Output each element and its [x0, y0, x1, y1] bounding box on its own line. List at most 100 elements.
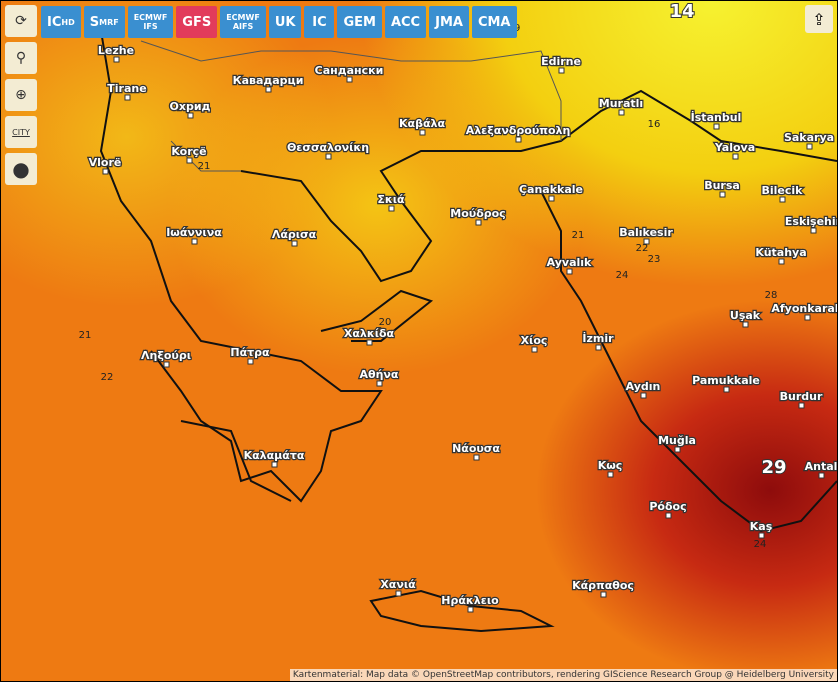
city-label: Vlorë — [89, 156, 122, 169]
city-label: Pamukkale — [692, 374, 760, 387]
model-sub: MRF — [99, 17, 119, 27]
city-marker — [419, 129, 426, 136]
location-button[interactable]: ⚲ — [5, 42, 37, 74]
model-name: ECMWF — [226, 13, 260, 22]
city-marker — [732, 153, 739, 160]
city-marker — [798, 402, 805, 409]
model-name: GFS — [182, 14, 212, 30]
city-label: Antal — [805, 460, 837, 473]
isotherm-label: 23 — [648, 254, 661, 265]
model-button[interactable]: S MRF — [83, 6, 125, 38]
model-button[interactable]: CMA — [471, 6, 517, 38]
city-label: Ιωάννινα — [166, 226, 222, 239]
city-label: Ρόδος — [649, 500, 686, 513]
city-marker — [475, 219, 482, 226]
city-label: Korçë — [171, 145, 206, 158]
model-button[interactable]: JMA — [429, 6, 469, 38]
model-button[interactable]: ECMWF AIFS — [220, 6, 266, 38]
isotherm-label: 24 — [616, 270, 629, 281]
city-marker — [742, 321, 749, 328]
city-label: Kütahya — [755, 246, 806, 259]
model-name: CMA — [477, 14, 511, 30]
city-label: Tirane — [107, 82, 146, 95]
city-label: İstanbul — [691, 110, 742, 124]
city-toggle[interactable]: CITY — [5, 116, 37, 148]
city-marker — [778, 258, 785, 265]
model-name: ACC — [390, 14, 421, 30]
city-marker — [467, 606, 474, 613]
city-label: Κως — [598, 459, 623, 472]
city-label: Eskişehir — [785, 215, 837, 228]
city-marker — [713, 123, 720, 130]
coastlines — [99, 30, 837, 633]
city-marker — [806, 143, 813, 150]
city-marker — [607, 471, 614, 478]
city-label: Χίος — [521, 334, 548, 347]
city-label: Balıkesir — [619, 226, 673, 239]
model-button[interactable]: ECMWF IFS — [127, 6, 174, 38]
city-marker — [719, 191, 726, 198]
isotherm-label: 28 — [765, 290, 778, 301]
city-label: Çanakkale — [519, 183, 583, 196]
city-marker — [265, 86, 272, 93]
city-marker — [515, 136, 522, 143]
city-marker — [640, 392, 647, 399]
city-label: Ηράκλειο — [441, 594, 499, 607]
model-button[interactable]: GEM — [337, 6, 382, 38]
model-sub: HD — [61, 17, 75, 27]
isotherm-label: 24 — [754, 539, 767, 550]
model-button[interactable]: IC HD — [41, 6, 81, 38]
city-label: Burdur — [780, 390, 823, 403]
zoom-button[interactable]: ⊕ — [5, 79, 37, 111]
model-button[interactable]: ACC — [384, 6, 427, 38]
city-marker — [395, 590, 402, 597]
city-marker — [758, 532, 765, 539]
city-marker — [124, 94, 131, 101]
city-marker — [548, 195, 555, 202]
borders — [140, 40, 562, 172]
city-label: Καλαμάτα — [244, 449, 305, 462]
city-marker — [810, 227, 817, 234]
city-label: Ayvalık — [547, 256, 592, 269]
isotherm-label: 16 — [648, 119, 661, 130]
model-name: GEM — [343, 14, 376, 30]
city-marker — [191, 238, 198, 245]
city-label: Muğla — [658, 434, 696, 447]
city-label: Bursa — [704, 179, 740, 192]
city-label: Χαλκίδα — [344, 327, 395, 340]
model-name: IC — [47, 14, 62, 30]
model-name: S — [89, 14, 100, 30]
model-toolbar: IC HD S MRF ECMWF IFS GFS ECMWF AIFS UK IC GEM ACC JM… — [41, 6, 517, 38]
model-button[interactable]: GFS — [176, 6, 218, 38]
city-label: Sakarya — [784, 131, 834, 144]
city-label: Κάρπαθος — [572, 579, 634, 592]
city-label: Σκιά — [377, 193, 405, 206]
city-label: İzmir — [582, 331, 614, 345]
model-sub: IFS — [143, 22, 158, 31]
city-marker — [366, 339, 373, 346]
city-marker — [804, 314, 811, 321]
city-label: Πάτρα — [230, 346, 270, 359]
isotherm-label: 21 — [79, 330, 92, 341]
city-marker — [163, 361, 170, 368]
isotherm-label: 21 — [572, 230, 585, 241]
share-button[interactable]: ⇪ — [805, 5, 833, 33]
city-marker — [186, 157, 193, 164]
city-label: Νάουσα — [452, 442, 500, 455]
city-label: Αθήνα — [360, 368, 399, 381]
model-button[interactable]: UK — [268, 6, 302, 38]
model-button[interactable]: IC — [304, 6, 335, 38]
city-marker — [102, 168, 109, 175]
marker-button[interactable]: ● — [5, 153, 37, 185]
refresh-button[interactable]: ⟳ — [5, 5, 37, 37]
model-name: JMA — [435, 14, 463, 30]
isotherm-label: 29 — [761, 457, 786, 478]
city-label: Сандански — [315, 64, 384, 77]
isotherm-label: 20 — [379, 317, 392, 328]
city-marker — [674, 446, 681, 453]
model-name: IC — [312, 14, 327, 30]
isotherm-label: 22 — [101, 372, 114, 383]
city-marker — [346, 76, 353, 83]
city-marker — [388, 205, 395, 212]
